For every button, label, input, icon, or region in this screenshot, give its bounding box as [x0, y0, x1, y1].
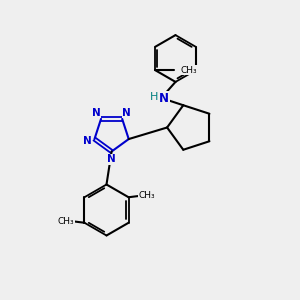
Text: CH₃: CH₃: [139, 191, 155, 200]
Text: H: H: [150, 92, 158, 102]
Text: N: N: [83, 136, 92, 146]
Text: N: N: [92, 108, 101, 118]
Text: CH₃: CH₃: [58, 217, 74, 226]
Text: N: N: [107, 154, 116, 164]
Text: N: N: [159, 92, 169, 105]
Text: CH₃: CH₃: [180, 66, 197, 75]
Text: N: N: [122, 108, 131, 118]
